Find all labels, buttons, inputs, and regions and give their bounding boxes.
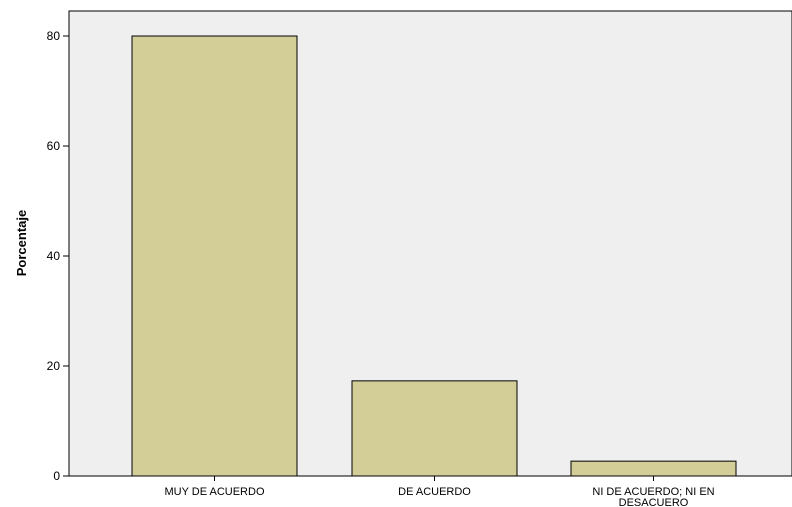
bar xyxy=(351,380,518,477)
y-tick-label: 60 xyxy=(47,139,61,153)
y-tick-label: 40 xyxy=(47,249,61,263)
x-tick-label: MUY DE ACUERDO xyxy=(164,486,264,498)
bar xyxy=(131,35,298,477)
x-axis: MUY DE ACUERDO DE ACUERDO NI DE ACUERDO; N… xyxy=(164,476,715,507)
bar xyxy=(570,460,737,477)
y-tick-label: 0 xyxy=(53,469,60,483)
y-axis: 0 20 40 60 80 xyxy=(47,29,69,483)
y-axis-title: Porcentaje xyxy=(14,210,29,276)
y-tick-label: 20 xyxy=(47,359,61,373)
y-tick-label: 80 xyxy=(47,29,61,43)
bars xyxy=(131,35,737,477)
x-tick-label: NI DE ACUERDO; NI EN xyxy=(592,486,714,498)
x-tick-label: DE ACUERDO xyxy=(398,486,471,498)
x-tick-label: DESACUERO xyxy=(619,497,689,507)
